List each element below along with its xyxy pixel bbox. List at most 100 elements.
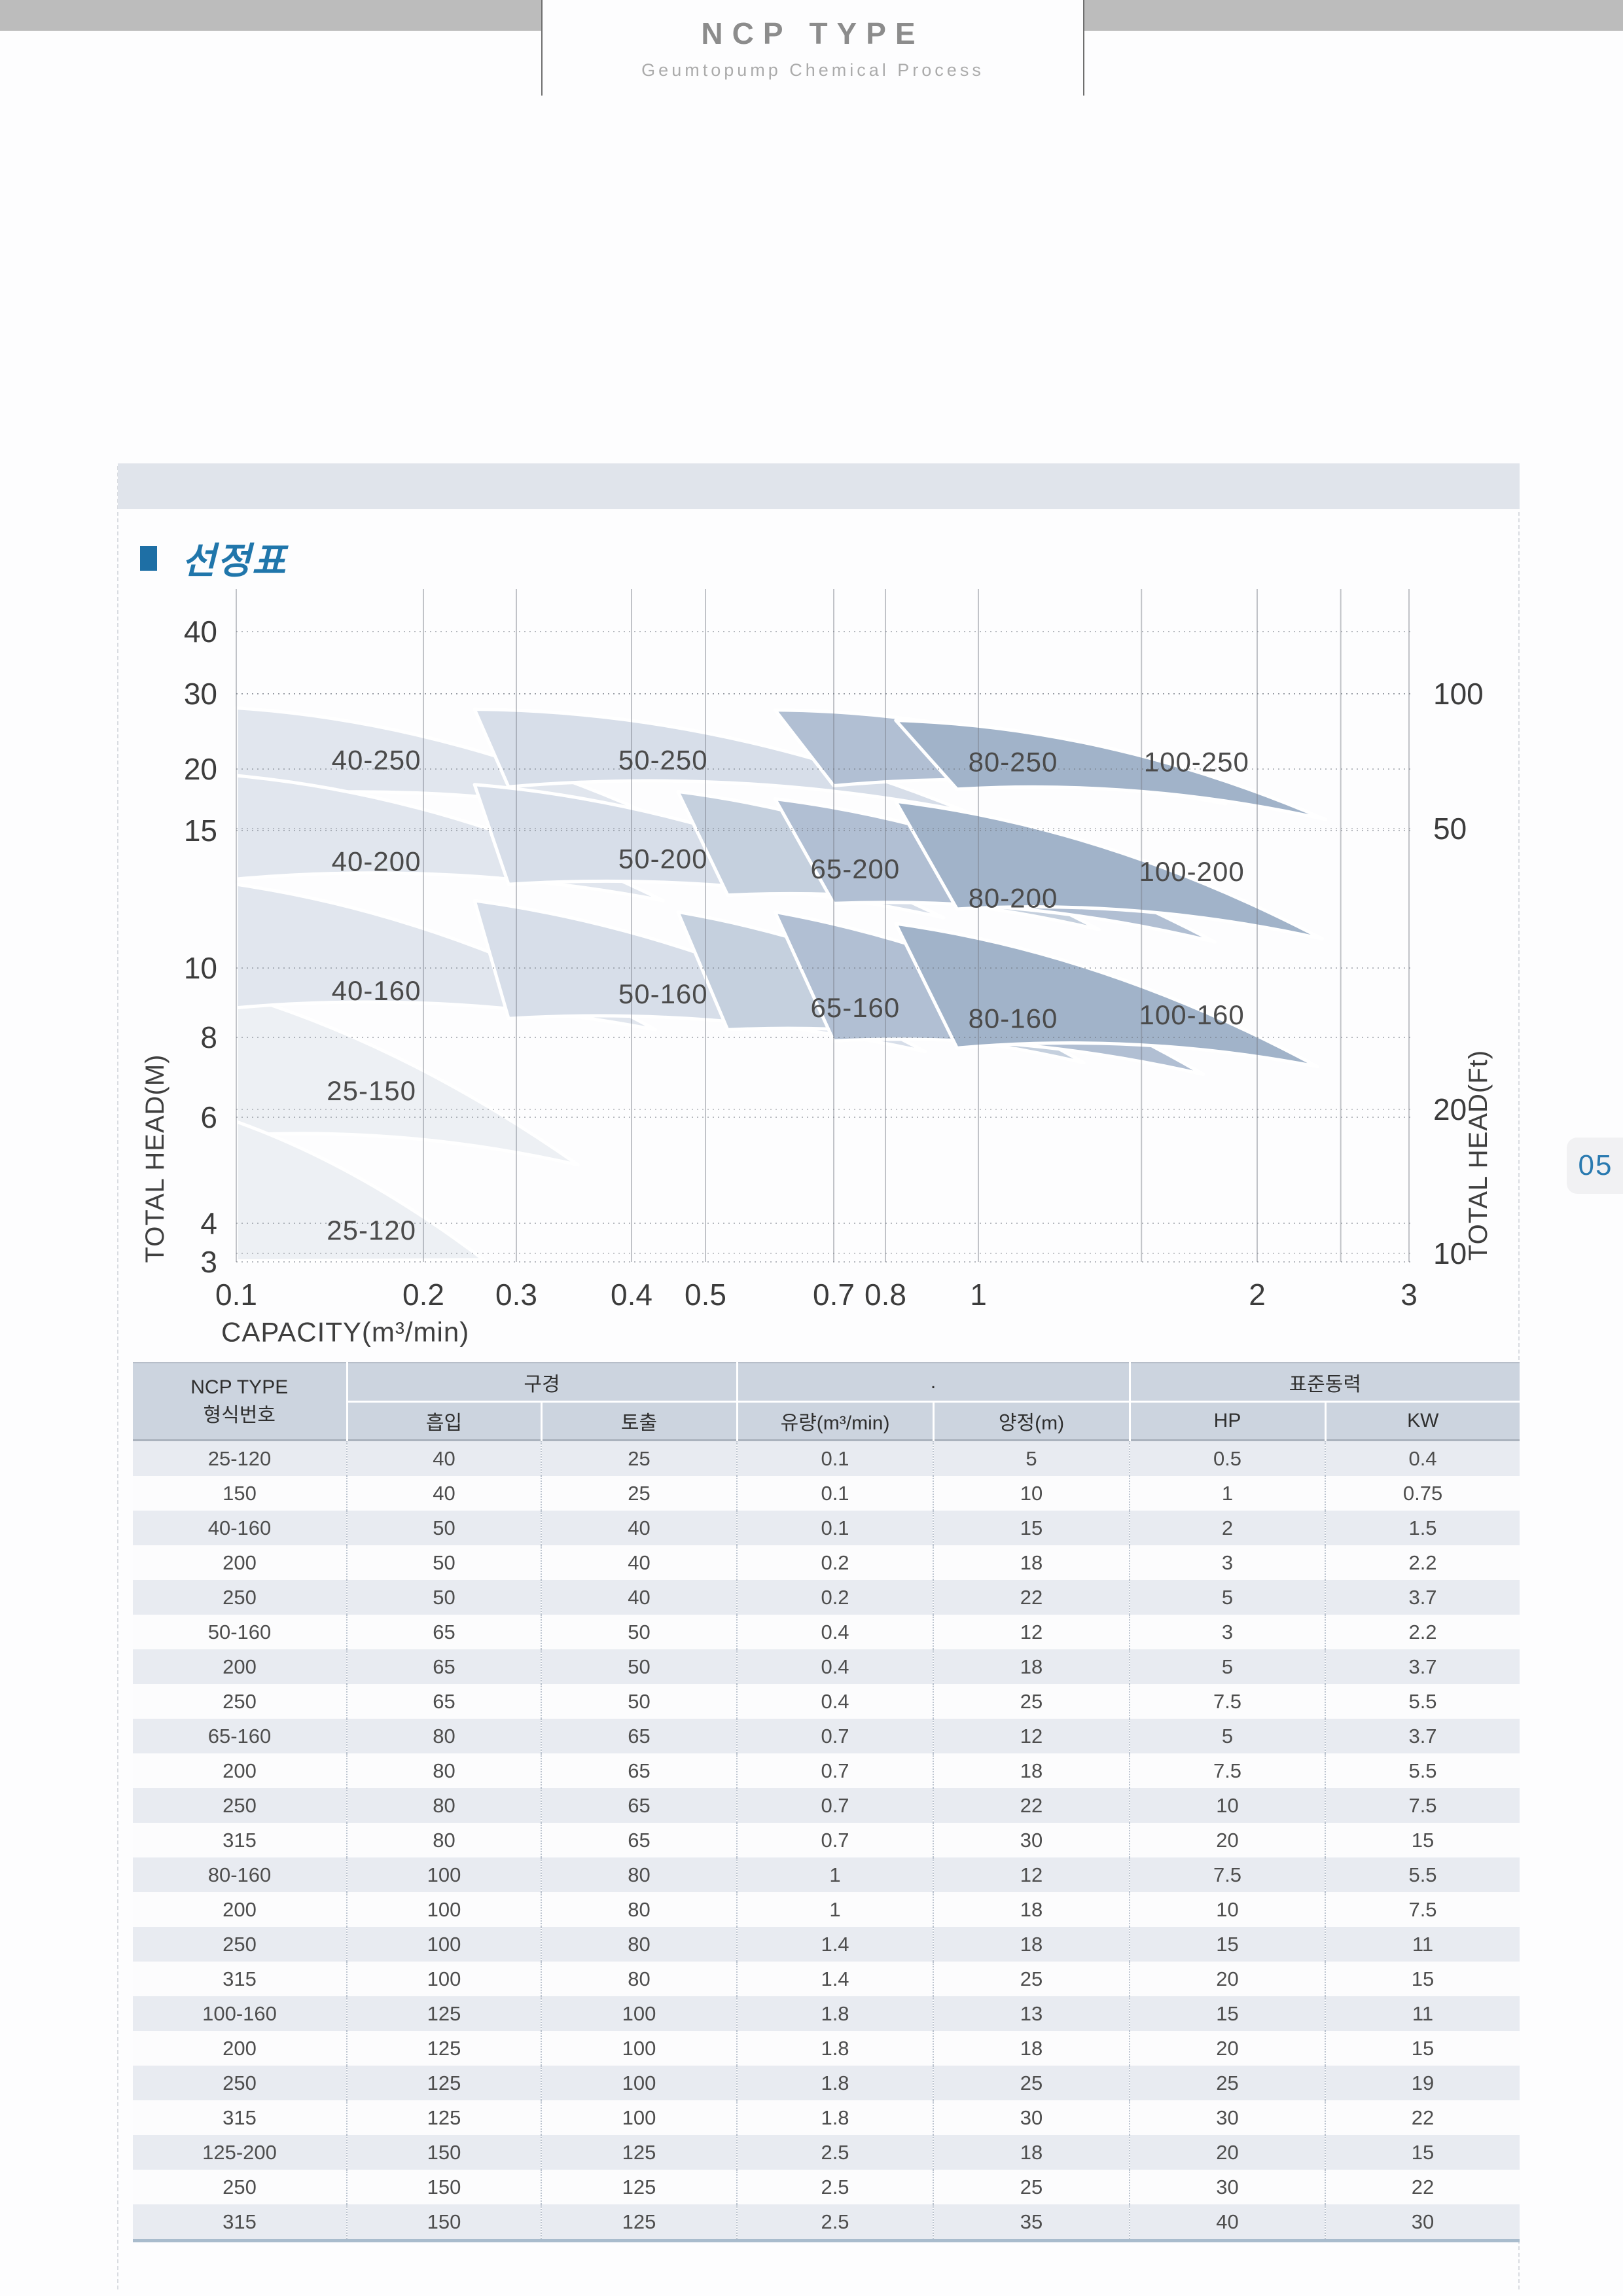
section-title-text: 선정표 (182, 540, 287, 581)
cell-head: 25 (933, 2170, 1130, 2204)
page-subtitle: Geumtopump Chemical Process (641, 60, 984, 80)
table-row: 315 80 65 0.7 30 20 15 (133, 1823, 1520, 1857)
cell-discharge: 50 (540, 1615, 738, 1649)
cell-discharge: 80 (540, 1927, 738, 1962)
cell-head: 25 (933, 1962, 1130, 1996)
cell-head: 18 (933, 1927, 1130, 1962)
y-axis-title-right: TOTAL HEAD(Ft) (1464, 1050, 1493, 1261)
cell-suction: 40 (346, 1440, 541, 1476)
cell-kw: 5.5 (1325, 1684, 1520, 1719)
region-label-40-250: 40-250 (332, 745, 421, 776)
cell-hp: 3 (1129, 1615, 1326, 1649)
cell-discharge: 65 (540, 1719, 738, 1753)
cell-head: 5 (933, 1440, 1130, 1476)
cell-suction: 80 (346, 1823, 541, 1857)
cell-hp: 3 (1129, 1545, 1326, 1580)
cell-head: 18 (933, 2135, 1130, 2170)
cell-flow: 1.4 (736, 1927, 934, 1962)
cell-flow: 0.2 (736, 1545, 934, 1580)
cell-model: 125-200 (202, 2140, 277, 2164)
x-tick-label: 0.7 (813, 1278, 855, 1312)
cell-kw: 22 (1325, 2100, 1520, 2135)
cell-discharge: 125 (540, 2135, 738, 2170)
y-tick-label-m: 3 (200, 1245, 217, 1279)
cell-model: 65-160 (207, 1724, 272, 1748)
cell-hp: 15 (1129, 1927, 1326, 1962)
cell-flow: 0.4 (736, 1684, 934, 1719)
table-row: 40-160 50 40 0.1 15 2 1.5 (133, 1511, 1520, 1545)
cell-model: 25-120 (207, 1446, 272, 1470)
cell-suction: 150 (346, 2204, 541, 2241)
cell-head: 12 (933, 1719, 1130, 1753)
cell-kw: 19 (1325, 2066, 1520, 2100)
table-row: 250 100 80 1.4 18 15 11 (133, 1927, 1520, 1962)
region-label-40-160: 40-160 (332, 975, 421, 1006)
cell-hp: 2 (1129, 1511, 1326, 1545)
col-header-flow: 유량(m³/min) (736, 1401, 934, 1441)
cell-suction: 125 (346, 2100, 541, 2135)
x-axis-title: CAPACITY(m³/min) (221, 1317, 469, 1348)
cell-model: 200 (223, 1551, 257, 1574)
cell-hp: 7.5 (1129, 1753, 1326, 1788)
y-tick-label-m: 40 (184, 615, 217, 649)
group-header-duty: . (736, 1363, 1130, 1403)
table-row: 315 125 100 1.8 30 30 22 (133, 2100, 1520, 2135)
page-number-tab (1567, 1138, 1623, 1194)
cell-flow: 0.4 (736, 1615, 934, 1649)
cell-model: 150 (223, 1481, 257, 1505)
cell-kw: 5.5 (1325, 1753, 1520, 1788)
cell-model: 50-160 (207, 1620, 272, 1643)
cell-model: 315 (223, 2106, 257, 2129)
table-row: 150 40 25 0.1 10 1 0.75 (133, 1476, 1520, 1511)
cell-kw: 5.5 (1325, 1857, 1520, 1892)
table-row: 250 50 40 0.2 22 5 3.7 (133, 1580, 1520, 1615)
cell-model: 315 (223, 2210, 257, 2233)
cell-hp: 5 (1129, 1580, 1326, 1615)
table-row: 200 50 40 0.2 18 3 2.2 (133, 1545, 1520, 1580)
table-row: 50-160 65 50 0.4 12 3 2.2 (133, 1615, 1520, 1649)
x-tick-label: 0.8 (865, 1278, 906, 1312)
cell-kw: 11 (1325, 1996, 1520, 2031)
region-label-25-150: 25-150 (327, 1075, 416, 1106)
cell-head: 22 (933, 1788, 1130, 1823)
cell-kw: 2.2 (1325, 1545, 1520, 1580)
col-header-model-line1: NCP TYPE (190, 1376, 289, 1398)
cell-head: 25 (933, 2066, 1130, 2100)
cell-flow: 2.5 (736, 2170, 934, 2204)
cell-hp: 10 (1129, 1892, 1326, 1927)
margin-guide-left (117, 466, 118, 2289)
cell-hp: 20 (1129, 1823, 1326, 1857)
cell-head: 18 (933, 1545, 1130, 1580)
header-title-box: NCP TYPE Geumtopump Chemical Process (541, 0, 1084, 96)
cell-discharge: 80 (540, 1892, 738, 1927)
cell-kw: 1.5 (1325, 1511, 1520, 1545)
y-tick-label-ft: 100 (1433, 677, 1484, 711)
cell-discharge: 40 (540, 1511, 738, 1545)
cell-model: 250 (223, 1932, 257, 1956)
cell-discharge: 65 (540, 1753, 738, 1788)
cell-discharge: 100 (540, 2031, 738, 2066)
cell-suction: 125 (346, 1996, 541, 2031)
cell-kw: 3.7 (1325, 1649, 1520, 1684)
section-band (118, 463, 1520, 509)
cell-model: 315 (223, 1828, 257, 1852)
y-tick-label-ft: 10 (1433, 1236, 1467, 1270)
y-tick-label-m: 4 (200, 1206, 217, 1240)
cell-suction: 50 (346, 1580, 541, 1615)
cell-flow: 0.4 (736, 1649, 934, 1684)
table-row: 25-120 40 25 0.1 5 0.5 0.4 (133, 1440, 1520, 1476)
cell-suction: 50 (346, 1511, 541, 1545)
region-label-80-250: 80-250 (969, 746, 1058, 777)
cell-head: 18 (933, 1753, 1130, 1788)
x-tick-label: 0.1 (215, 1278, 257, 1312)
cell-discharge: 25 (540, 1476, 738, 1511)
cell-hp: 7.5 (1129, 1857, 1326, 1892)
cell-suction: 100 (346, 1857, 541, 1892)
cell-model: 40-160 (207, 1516, 272, 1539)
cell-kw: 7.5 (1325, 1788, 1520, 1823)
cell-kw: 15 (1325, 2031, 1520, 2066)
pump-region-25-150 (234, 992, 580, 1167)
cell-kw: 0.75 (1325, 1476, 1520, 1511)
